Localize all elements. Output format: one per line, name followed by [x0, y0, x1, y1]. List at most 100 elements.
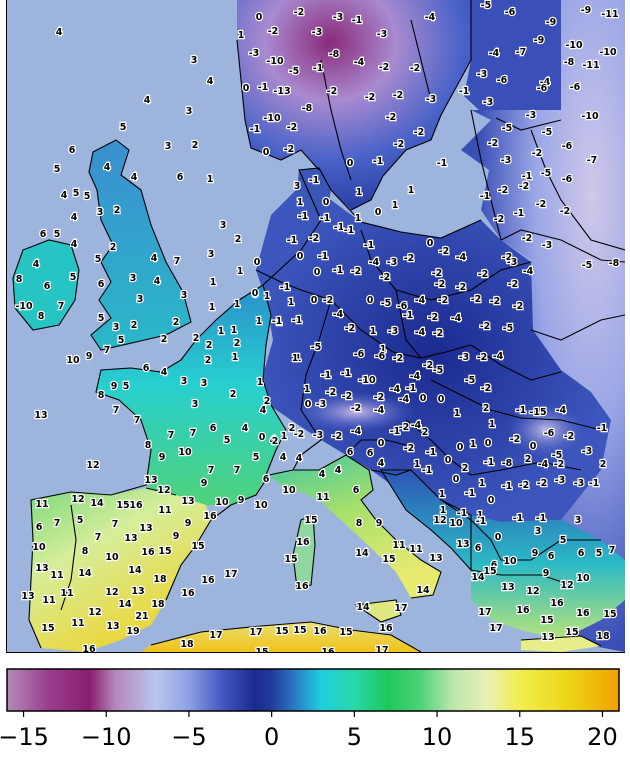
temperature-label: -2	[494, 214, 505, 225]
temperature-label: -4	[451, 313, 462, 324]
temperature-label: 1	[408, 185, 415, 196]
temperature-label: 11	[60, 588, 73, 599]
temperature-label: 12	[105, 587, 118, 598]
temperature-label: 3	[535, 526, 542, 537]
carpathian-cold-spot	[506, 402, 586, 458]
temperature-label: -9	[581, 5, 592, 16]
temperature-label: -2	[399, 422, 410, 433]
temperature-label: 10	[254, 500, 268, 511]
temperature-label: 1	[238, 30, 245, 41]
temperature-label: -6	[562, 174, 573, 185]
temperature-label: 4	[319, 469, 326, 480]
temperature-label: 1	[276, 317, 283, 328]
temperature-label: -1	[313, 63, 324, 74]
temperature-label: -1	[480, 191, 491, 202]
temperature-label: -2	[365, 92, 376, 103]
temperature-label: 2	[234, 338, 241, 349]
temperature-label: -13	[273, 86, 290, 97]
temperature-label: 4	[56, 27, 63, 38]
temperature-label: 2	[161, 334, 168, 345]
temperature-label: 6	[263, 474, 270, 485]
temperature-label: 7	[190, 428, 197, 439]
temperature-label: -4	[415, 295, 426, 306]
temperature-label: 13	[106, 621, 119, 632]
temperature-label: 9	[111, 381, 118, 392]
temperature-label: -1	[589, 478, 600, 489]
temperature-label: -2	[513, 301, 524, 312]
temperature-label: 7	[112, 519, 119, 530]
temperature-label: 3	[130, 273, 137, 284]
temperature-label: -5	[433, 365, 444, 376]
temperature-label: -10	[565, 40, 583, 51]
temperature-label: -3	[377, 29, 388, 40]
temperature-label: 16	[82, 644, 96, 652]
temperature-label: -1	[465, 488, 476, 499]
temperature-label: 2	[131, 320, 138, 331]
temperature-label: -6	[397, 301, 408, 312]
temperature-label: -4	[538, 459, 549, 470]
temperature-label: 17	[478, 607, 491, 618]
temperature-label: 2	[483, 403, 490, 414]
temperature-label: -3	[477, 69, 488, 80]
temperature-label: -3	[501, 155, 512, 166]
temperature-label: -2	[560, 206, 571, 217]
temperature-label: 3	[181, 376, 188, 387]
temperature-label: -4	[493, 351, 504, 362]
land-sicily	[356, 600, 401, 622]
temperature-label: -2	[326, 387, 337, 398]
temperature-label: 7	[234, 465, 241, 476]
temperature-label: -2	[323, 295, 334, 306]
temperature-label: 9	[185, 518, 192, 529]
temperature-label: 1	[304, 384, 311, 395]
temperature-label: 12	[88, 607, 101, 618]
temperature-label: -2	[536, 199, 547, 210]
temperature-label: 3	[294, 181, 301, 192]
temperature-label: -1	[597, 423, 608, 434]
temperature-label: -1	[352, 15, 363, 26]
temperature-label: 6	[367, 448, 374, 459]
temperature-label: 1	[440, 505, 447, 516]
temperature-label: -1	[287, 235, 298, 246]
temperature-label: -2	[284, 144, 295, 155]
temperature-label: 2	[264, 396, 271, 407]
temperature-label: -10	[358, 375, 376, 386]
temperature-label: -2	[433, 328, 444, 339]
temperature-label: -6	[562, 141, 573, 152]
temperature-label: -2	[522, 233, 533, 244]
colorbar-tick-label: 10	[421, 723, 453, 751]
temperature-label: 15	[540, 615, 553, 626]
temperature-label: 3	[208, 249, 215, 260]
temperature-label: -2	[423, 360, 434, 371]
temperature-label: 4	[33, 259, 40, 270]
temperature-label: 13	[35, 563, 48, 574]
temperature-label: 2	[462, 463, 469, 474]
temperature-label: -2	[471, 294, 482, 305]
temperature-label: 10	[576, 573, 590, 584]
temperature-label: -1	[320, 213, 331, 224]
temperature-label: 1	[370, 326, 377, 337]
temperature-label: 4	[242, 423, 249, 434]
temperature-label: 1	[257, 377, 264, 388]
temperature-label: -3	[555, 475, 566, 486]
temperature-label: 0	[347, 158, 354, 169]
temperature-label: 14	[78, 568, 92, 579]
temperature-label: -5	[552, 450, 563, 461]
temperature-label: -1	[250, 124, 261, 135]
temperature-label: 0	[445, 455, 452, 466]
temperature-label: 5	[560, 535, 567, 546]
temperature-label: -2	[342, 391, 353, 402]
temperature-label: -3	[313, 430, 324, 441]
temperature-label: 5	[596, 548, 603, 559]
temperature-label: 4	[144, 95, 151, 106]
temperature-label: -4	[390, 384, 401, 395]
temperature-label: -1	[258, 82, 269, 93]
temperature-label: 8	[98, 390, 105, 401]
temperature-label: 9	[159, 452, 166, 463]
temperature-label: 5	[224, 435, 231, 446]
temperature-label: 2	[173, 317, 180, 328]
temperature-label: 4	[151, 253, 158, 264]
land-africa	[141, 622, 421, 652]
temperature-label: 0	[457, 442, 464, 453]
temperature-label: 8	[356, 518, 363, 529]
temperature-label: 3	[165, 141, 172, 152]
